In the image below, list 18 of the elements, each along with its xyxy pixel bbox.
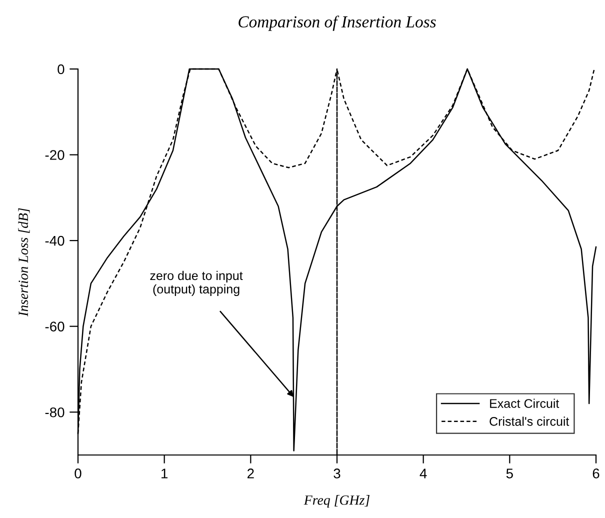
- y-tick-label: 0: [58, 64, 64, 74]
- x-tick-label: 1: [162, 468, 168, 478]
- y-tick-label: -20: [45, 150, 64, 160]
- x-axis-title: Freq [GHz]: [304, 495, 370, 508]
- y-tick-label: -40: [45, 236, 64, 246]
- x-tick-label: 3: [334, 468, 340, 478]
- y-tick-label: -60: [45, 322, 64, 332]
- x-tick-label: 4: [420, 468, 427, 478]
- x-tick-label: 0: [74, 468, 82, 478]
- annotation: zero due to input (output) tapping: [150, 270, 243, 296]
- x-tick-label: 6: [592, 468, 600, 478]
- y-axis-title: Insertion Loss [dB]: [18, 208, 30, 316]
- x-tick-label: 2: [248, 468, 254, 478]
- legend-label: Exact Circuit: [490, 398, 560, 408]
- y-tick-label: -80: [45, 407, 64, 418]
- legend-label: Cristal's circuit: [490, 416, 570, 426]
- x-tick-label: 5: [506, 468, 513, 478]
- chart-title: Comparison of Insertion Loss: [238, 16, 436, 31]
